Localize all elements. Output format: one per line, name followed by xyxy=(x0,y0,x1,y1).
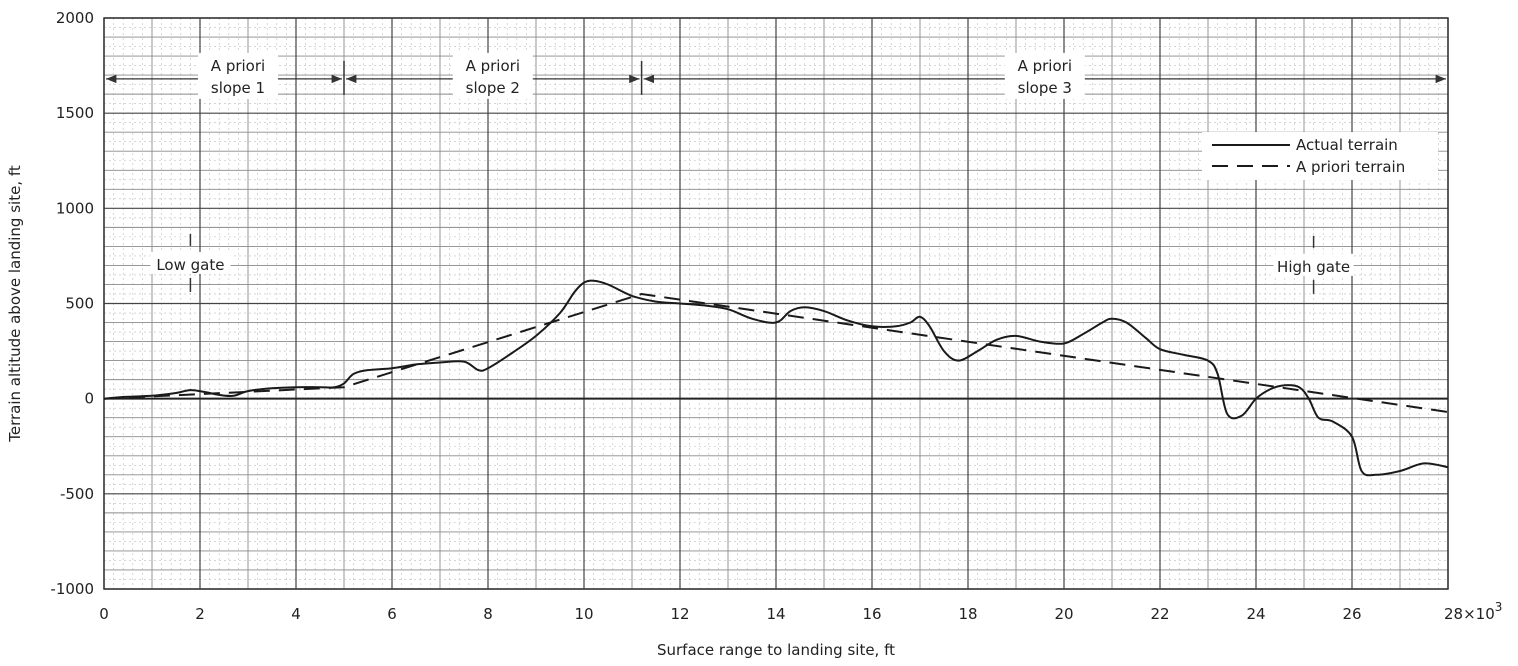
y-axis-tick-labels: -1000 -500 0 500 1000 1500 2000 xyxy=(50,9,94,598)
series-a-priori-terrain-line xyxy=(103,292,1449,413)
x-tick-label: 0 xyxy=(99,605,109,623)
x-tick-label: 16 xyxy=(862,605,881,623)
slope-3-label-line2: slope 3 xyxy=(1018,79,1072,97)
legend: Actual terrain A priori terrain xyxy=(1202,132,1438,180)
y-tick-label: 1000 xyxy=(56,199,94,217)
x-axis-multiplier-exponent: 3 xyxy=(1495,600,1503,614)
x-tick-label: 18 xyxy=(958,605,977,623)
x-tick-label: 24 xyxy=(1246,605,1265,623)
x-tick-label: 8 xyxy=(483,605,493,623)
x-axis-tick-labels: 0 2 4 6 8 10 12 14 16 18 20 22 24 26 xyxy=(99,605,1361,623)
y-tick-label: 500 xyxy=(65,295,94,313)
slope-2-label-bg xyxy=(452,52,533,99)
low-gate-label-bg xyxy=(150,251,231,274)
x-tick-label: 10 xyxy=(574,605,593,623)
x-tick-label: 6 xyxy=(387,605,397,623)
slope-1-label-bg xyxy=(198,52,278,99)
y-axis-label: Terrain altitude above landing site, ft xyxy=(6,165,24,443)
x-tick-label: 20 xyxy=(1054,605,1073,623)
series-actual-terrain-line xyxy=(103,279,1449,477)
x-axis-multiplier-label: 28×103 xyxy=(1444,600,1502,623)
x-tick-label: 22 xyxy=(1150,605,1169,623)
y-tick-label: -500 xyxy=(60,485,94,503)
y-tick-label: 0 xyxy=(84,390,94,408)
plot-frame xyxy=(103,17,1449,590)
legend-background xyxy=(1202,132,1438,180)
high-gate-label: High gate xyxy=(1277,258,1350,276)
x-axis-label: Surface range to landing site, ft xyxy=(657,641,895,659)
high-gate-label-bg xyxy=(1273,253,1354,276)
low-gate-label: Low gate xyxy=(156,256,224,274)
legend-label-actual-terrain: Actual terrain xyxy=(1296,136,1398,154)
y-tick-label: 2000 xyxy=(56,9,94,27)
series-layer xyxy=(103,279,1449,477)
x-tick-label: 4 xyxy=(291,605,301,623)
slope-1-label-line2: slope 1 xyxy=(211,79,265,97)
y-tick-label: 1500 xyxy=(56,104,94,122)
slope-3-label-bg xyxy=(1004,52,1085,99)
x-tick-label: 14 xyxy=(766,605,785,623)
annotation-layer: A priori slope 1 A priori slope 2 A prio… xyxy=(106,52,1446,294)
y-tick-label: -1000 xyxy=(50,580,94,598)
x-axis-multiplier-base: 28×10 xyxy=(1444,605,1495,623)
legend-label-a-priori-terrain: A priori terrain xyxy=(1296,158,1405,176)
slope-2-label-line2: slope 2 xyxy=(466,79,520,97)
x-tick-label: 2 xyxy=(195,605,205,623)
x-tick-label: 12 xyxy=(670,605,689,623)
slope-2-label-line1: A priori xyxy=(466,57,520,75)
slope-3-label-line1: A priori xyxy=(1018,57,1072,75)
x-tick-label: 26 xyxy=(1342,605,1361,623)
slope-1-label-line1: A priori xyxy=(211,57,265,75)
